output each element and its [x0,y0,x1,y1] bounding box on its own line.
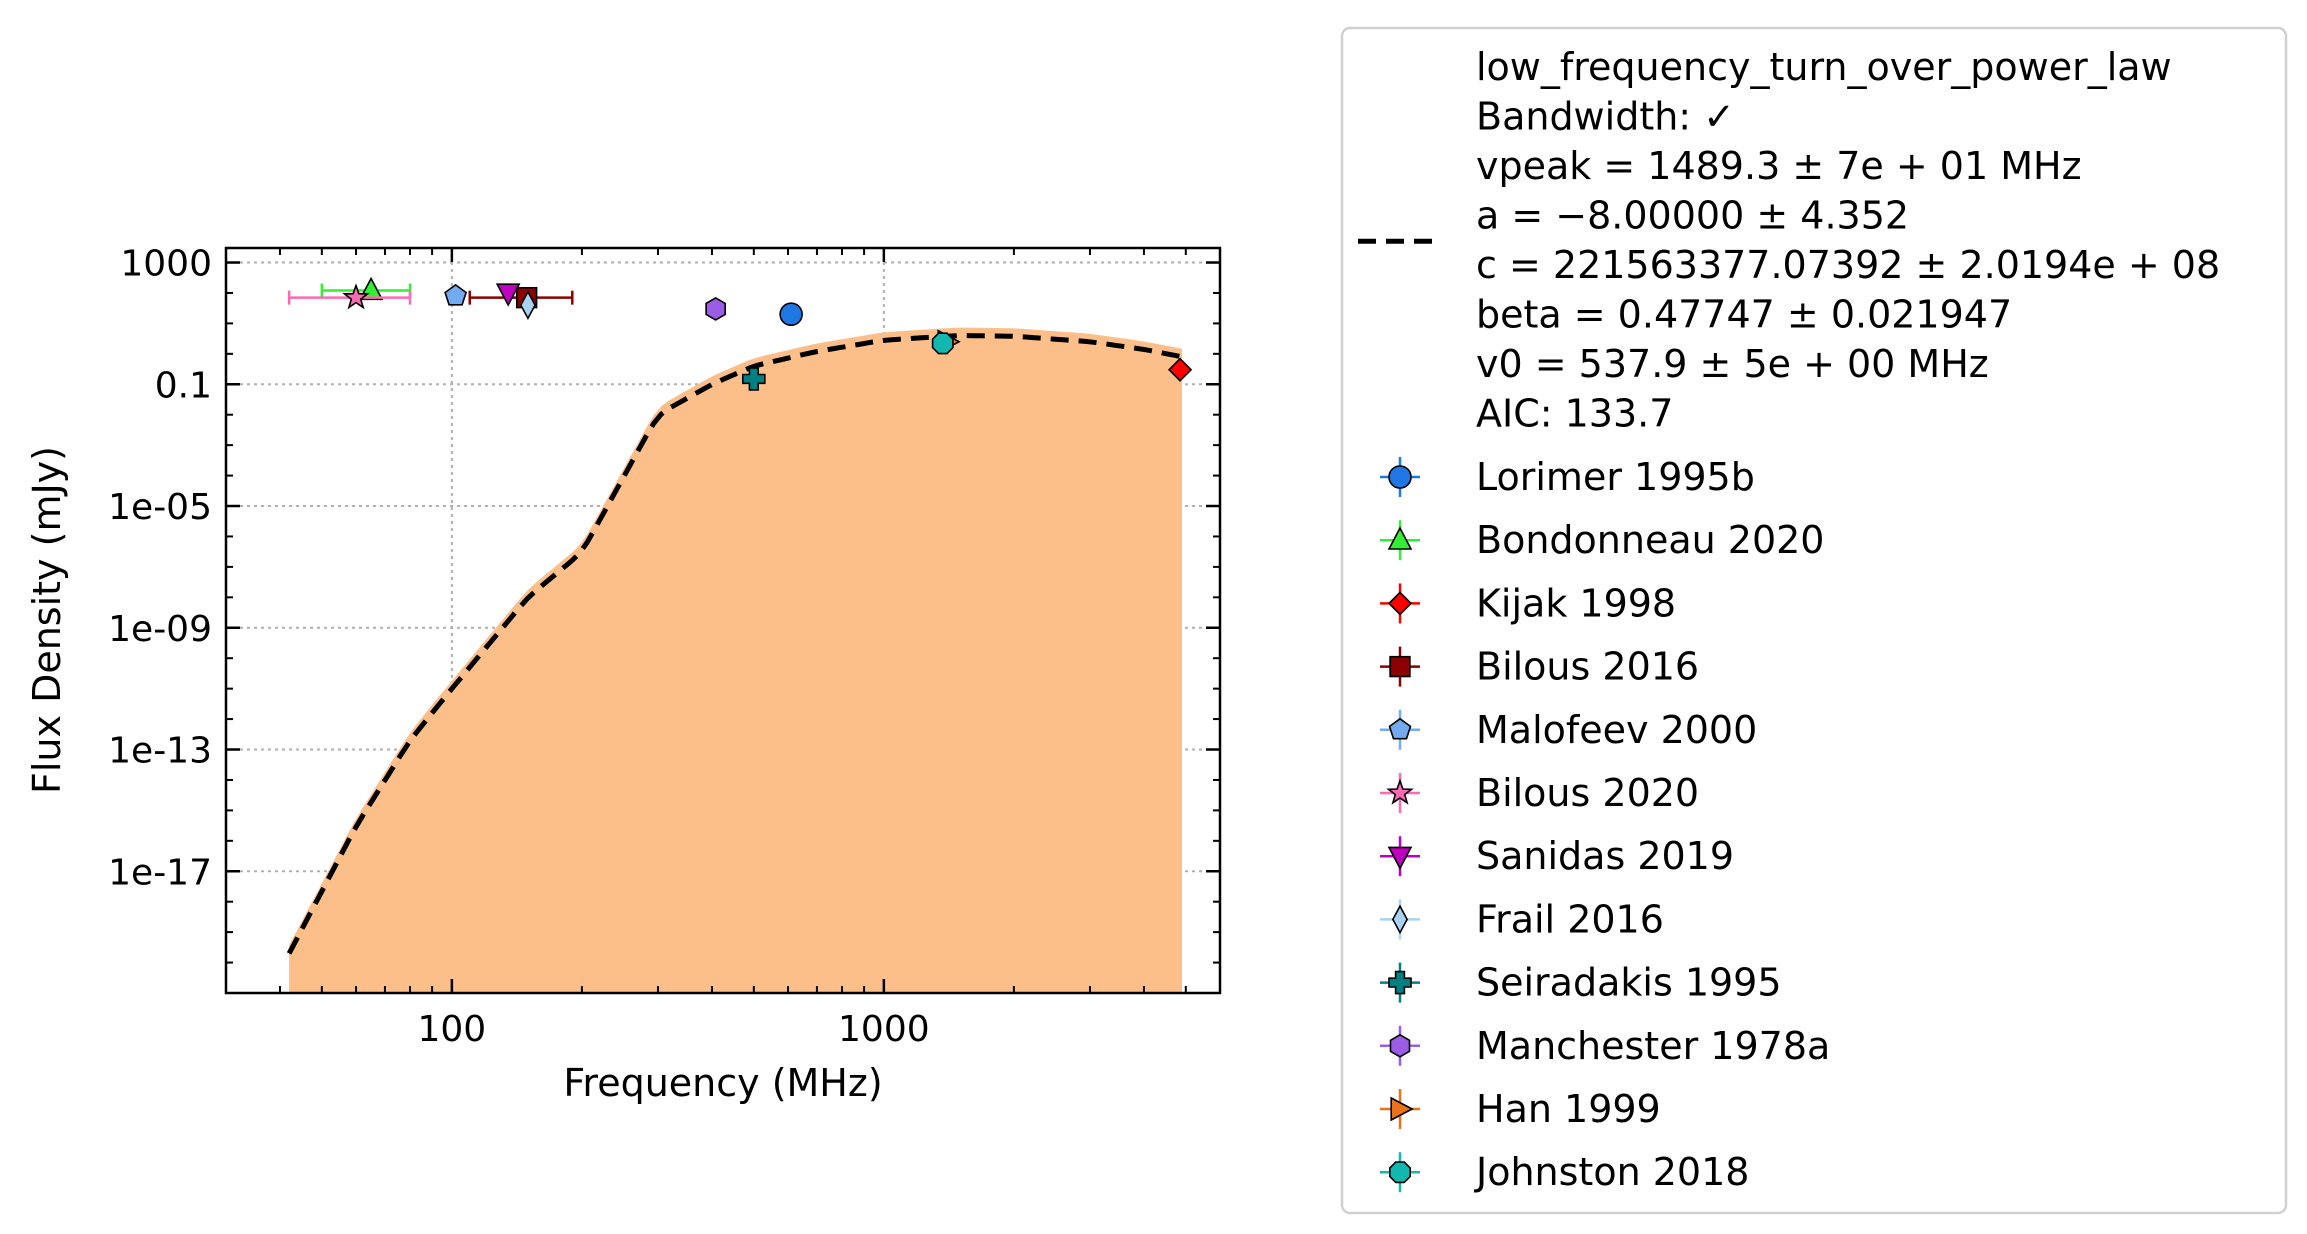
legend-label: Han 1999 [1476,1087,1661,1131]
legend-item: Bilous 2016 [1380,645,1699,689]
legend-marker [1387,526,1413,550]
legend-item: Malofeev 2000 [1380,708,1757,752]
data-point [741,367,766,391]
legend-box [1340,26,2288,1215]
series-malofeev-2000 [444,283,468,306]
data-point [342,283,370,310]
data-point [444,283,468,306]
data-point [705,296,727,321]
legend-fit-text: a = −8.00000 ± 4.352 [1476,194,1909,238]
legend: low_frequency_turn_over_power_law Bandwid… [1340,26,2288,1215]
x-axis-label: Frequency (MHz) [563,1061,882,1105]
y-tick-label: 1e-13 [108,731,212,772]
fit-line [286,333,1183,955]
legend-fit-text: low_frequency_turn_over_power_law [1476,45,2172,89]
legend-item: Bondonneau 2020 [1380,518,1824,562]
series-lorimer-1995b [779,302,803,327]
legend-item: Johnston 2018 [1380,1150,1749,1194]
y-tick-label: 1e-17 [108,852,212,893]
legend-marker [1388,717,1412,740]
fit-uncertainty-band [289,327,1182,993]
legend-marker [1388,970,1412,995]
legend-item: Frail 2016 [1380,897,1664,941]
legend-label: Bondonneau 2020 [1476,518,1824,562]
legend-label: Bilous 2020 [1476,771,1699,815]
data-point [931,332,954,355]
series-seiradakis-1995 [741,367,766,391]
data-point [495,283,521,307]
series-bondonneau-2020 [320,276,412,301]
plot-clip-group [286,327,1183,993]
axes: 100 1000 1000 0.1 1e-05 1e-09 1e-13 1e-17 [108,244,1221,1050]
legend-item: Han 1999 [1380,1087,1661,1131]
series-manchester-1978a [705,296,727,321]
legend-marker [1388,465,1412,489]
legend-marker [1387,591,1413,616]
legend-item: Lorimer 1995b [1380,455,1755,499]
x-tick-label: 100 [418,1009,487,1050]
data-point [1167,357,1193,382]
legend-marker [1389,1161,1411,1184]
legend-marker [1390,1096,1414,1122]
legend-label: Sanidas 2019 [1476,834,1734,878]
legend-label: Manchester 1978a [1476,1024,1830,1068]
legend-fit-text: vpeak = 1489.3 ± 7e + 01 MHz [1476,144,2082,188]
legend-item: Seiradakis 1995 [1380,961,1782,1005]
legend-label: Frail 2016 [1476,897,1664,941]
legend-fit-text: AIC: 133.7 [1476,392,1673,436]
legend-fit-text: beta = 0.47747 ± 0.021947 [1476,293,2012,337]
series-frail-2016 [519,290,537,320]
legend-item: Kijak 1998 [1380,581,1676,625]
legend-label: Johnston 2018 [1474,1150,1749,1194]
y-tick-label: 1e-05 [108,487,212,528]
legend-item: Bilous 2020 [1380,771,1699,815]
legend-label: Seiradakis 1995 [1476,961,1782,1005]
legend-marker [1389,1033,1411,1058]
series-bilous-2020 [287,283,412,310]
series-johnston-2018 [931,332,954,355]
legend-marker [1389,655,1411,678]
legend-marker [1386,778,1414,805]
legend-label: Kijak 1998 [1476,581,1676,625]
plot-area: 100 1000 1000 0.1 1e-05 1e-09 1e-13 1e-17 [108,244,1222,1050]
legend-item: Manchester 1978a [1380,1024,1830,1068]
legend-item: Sanidas 2019 [1380,834,1734,878]
legend-label: Bilous 2016 [1476,645,1699,689]
legend-label: Malofeev 2000 [1476,708,1757,752]
plot-frame [224,246,1222,995]
legend-fit-text: v0 = 537.9 ± 5e + 00 MHz [1476,342,1989,386]
legend-marker [1387,846,1413,871]
legend-marker [1391,904,1409,935]
x-tick-label: 1000 [838,1009,930,1050]
legend-fit-text: c = 221563377.07392 ± 2.0194e + 08 [1476,243,2220,287]
y-tick-label: 1e-09 [108,609,212,650]
y-tick-label: 0.1 [155,365,212,406]
legend-fit-text: Bandwidth: ✓ [1476,95,1735,139]
legend-label: Lorimer 1995b [1476,455,1755,499]
data-point [519,290,537,320]
data-point [779,302,803,327]
y-axis-label: Flux Density (mJy) [25,446,69,794]
y-tick-label: 1000 [120,244,212,285]
series-kijak-1998 [1167,357,1193,382]
series-sanidas-2019 [495,283,521,307]
